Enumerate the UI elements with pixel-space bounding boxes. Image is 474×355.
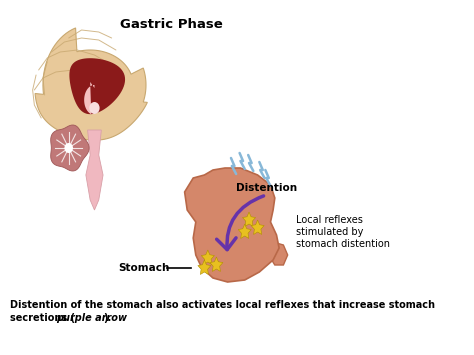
Polygon shape: [69, 58, 125, 114]
Text: Stomach: Stomach: [118, 263, 170, 273]
Text: Distention of the stomach also activates local reflexes that increase stomach: Distention of the stomach also activates…: [10, 300, 435, 310]
FancyArrowPatch shape: [217, 196, 264, 250]
Text: Local reflexes
stimulated by
stomach distention: Local reflexes stimulated by stomach dis…: [296, 215, 390, 248]
Polygon shape: [185, 168, 279, 282]
Polygon shape: [198, 260, 211, 274]
Polygon shape: [238, 224, 251, 239]
Polygon shape: [243, 212, 255, 226]
Circle shape: [89, 102, 100, 114]
Polygon shape: [51, 125, 89, 171]
Text: secretions (: secretions (: [10, 313, 75, 323]
Circle shape: [64, 143, 73, 153]
Text: Gastric Phase: Gastric Phase: [120, 18, 223, 31]
Polygon shape: [271, 242, 288, 265]
Polygon shape: [84, 82, 94, 114]
Polygon shape: [251, 220, 264, 234]
Polygon shape: [201, 250, 214, 264]
Polygon shape: [86, 130, 103, 210]
Polygon shape: [210, 257, 223, 272]
Text: ).: ).: [103, 313, 111, 323]
Text: purple arrow: purple arrow: [56, 313, 127, 323]
Text: Distention: Distention: [236, 183, 297, 193]
Polygon shape: [35, 28, 147, 140]
